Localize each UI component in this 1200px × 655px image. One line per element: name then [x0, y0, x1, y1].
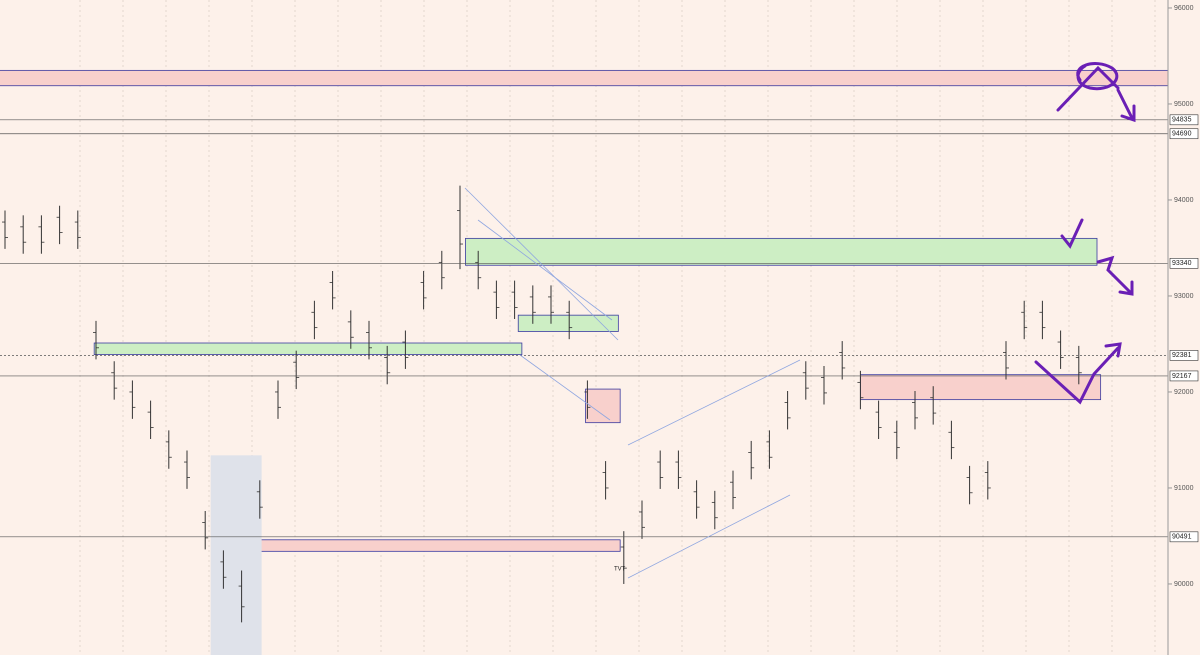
channel-line	[519, 354, 611, 421]
zones	[0, 69, 1169, 655]
zone	[860, 374, 1102, 401]
level-label: 94690	[1172, 131, 1192, 138]
level-label-box	[1169, 370, 1199, 382]
level-label-box	[1169, 531, 1199, 543]
zone	[465, 237, 1098, 266]
zone	[585, 388, 621, 424]
price-bars	[2, 185, 1082, 623]
levels: 94835 94690 93340 92381 92167 90491	[0, 114, 1199, 543]
level-label: 92167	[1172, 373, 1192, 380]
channel-line	[477, 219, 613, 321]
level-label-box	[1169, 114, 1199, 126]
level-label: 92381	[1172, 352, 1192, 359]
check-mark	[1060, 218, 1084, 249]
zone	[93, 342, 523, 355]
level-label: 90491	[1172, 534, 1192, 541]
handwritten-marks	[1034, 62, 1136, 405]
zone	[210, 455, 262, 655]
zone	[0, 69, 1169, 87]
level-label: 94835	[1172, 117, 1192, 124]
y-tick-label: 93000	[1174, 293, 1194, 300]
level-label-box	[1169, 350, 1199, 361]
zone	[224, 539, 621, 552]
channel-line	[627, 359, 801, 446]
y-tick-label: 96000	[1174, 5, 1194, 12]
channel-line	[464, 187, 619, 341]
y-tick-label: 90000	[1174, 581, 1194, 588]
arrow-up	[1034, 342, 1122, 405]
arrow-down	[1096, 255, 1134, 296]
arrow-down	[1056, 62, 1136, 123]
y-tick-label: 91000	[1174, 485, 1194, 492]
y-tick-label: 94000	[1174, 197, 1194, 204]
annotation: TVT	[614, 567, 626, 573]
channel-line	[627, 494, 791, 579]
y-tick-label: 92000	[1174, 389, 1194, 396]
level-label-box	[1169, 128, 1199, 140]
zone	[517, 314, 619, 332]
y-tick-label: 95000	[1174, 101, 1194, 108]
level-label-box	[1169, 258, 1199, 269]
level-label: 93340	[1172, 260, 1192, 267]
